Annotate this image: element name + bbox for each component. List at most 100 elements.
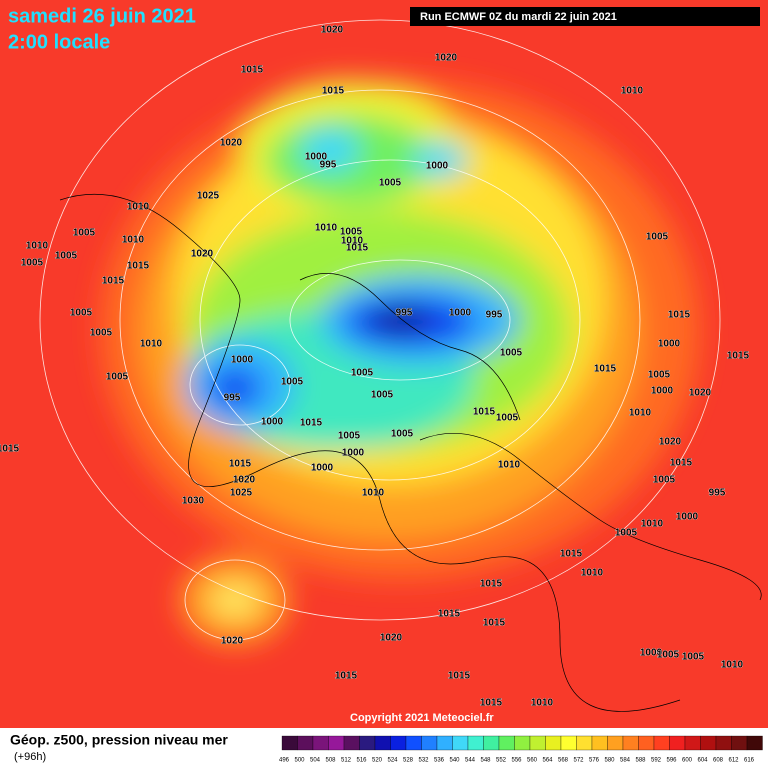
isobar-label: 995: [396, 308, 413, 319]
colorbar-swatch: [421, 735, 438, 751]
isobar-label: 1010: [341, 236, 364, 247]
isobar-label: 1000: [449, 308, 472, 319]
isobar-label: 1010: [721, 660, 744, 671]
isobar-label: 1000: [658, 339, 681, 350]
colorbar-label: 608: [713, 758, 724, 764]
colorbar-label: 532: [418, 758, 429, 764]
isobar-label: 1015: [480, 698, 503, 709]
isobar-label: 1000: [231, 355, 254, 366]
colorbar-swatch: [390, 735, 407, 751]
isobar-label: 1005: [648, 370, 671, 381]
colorbar-swatch: [684, 735, 701, 751]
colorbar-label: 588: [635, 758, 646, 764]
isobar-label: 1010: [127, 202, 150, 213]
isobar-label: 1005: [281, 377, 304, 388]
colorbar-label: 500: [294, 758, 305, 764]
colorbar-label: 572: [573, 758, 584, 764]
isobar-label: 1010: [629, 408, 652, 419]
isobar-label: 1000: [305, 152, 328, 163]
isobar-label: 1015: [668, 310, 691, 321]
isobar-label: 1020: [220, 138, 243, 149]
isobar-label: 1015: [335, 671, 358, 682]
time: 2:00 locale: [8, 31, 110, 53]
isobar-label: 1005: [657, 650, 680, 661]
isobar-label: 995: [320, 160, 337, 171]
colorbar-swatch: [545, 735, 562, 751]
colorbar-label: 560: [527, 758, 538, 764]
isobar-label: 1015: [594, 364, 617, 375]
colorbar-label: 496: [279, 758, 290, 764]
colorbar-swatch: [483, 735, 500, 751]
isobar-label: 1015: [0, 444, 20, 455]
colorbar-label: 616: [744, 758, 755, 764]
isobar-label: 995: [709, 488, 726, 499]
isobar-label: 1000: [676, 512, 699, 523]
isobar-label: 1025: [197, 191, 220, 202]
colorbar-label: 520: [372, 758, 383, 764]
colorbar-swatch: [436, 735, 453, 751]
isobar-label: 1005: [682, 652, 705, 663]
isobar-label: 1020: [435, 53, 458, 64]
isobar-label: 1020: [191, 249, 214, 260]
isobar-label: 1005: [391, 429, 414, 440]
colorbar-label: 564: [542, 758, 553, 764]
isobar-label: 1020: [689, 388, 712, 399]
isobar-label: 1005: [338, 431, 361, 442]
colorbar-swatch: [405, 735, 422, 751]
isobar-label: 1020: [659, 437, 682, 448]
colorbar-swatch: [498, 735, 515, 751]
isobar-label: 1015: [241, 65, 264, 76]
colorbar-swatch: [622, 735, 639, 751]
isobar-label: 995: [486, 310, 503, 321]
isobar-label: 1010: [362, 488, 385, 499]
isobar-label: 1015: [127, 261, 150, 272]
colorbar-label: 580: [604, 758, 615, 764]
isobar-label: 1005: [106, 372, 129, 383]
footer-title: Géop. z500, pression niveau mer: [10, 732, 228, 748]
isobar-label: 1005: [340, 227, 363, 238]
isobar-label: 1010: [581, 568, 604, 579]
isobar-label: 1005: [653, 475, 676, 486]
colorbar-swatch: [328, 735, 345, 751]
isobar-label: 1010: [641, 519, 664, 530]
isobar-label: 1015: [102, 276, 125, 287]
isobar-label: 1010: [315, 223, 338, 234]
isobar-label: 1005: [55, 251, 78, 262]
colorbar-swatch: [607, 735, 624, 751]
isobar-label: 1010: [621, 86, 644, 97]
isobar-label: 1005: [70, 308, 93, 319]
isobar-label: 1020: [321, 25, 344, 36]
isobar-label: 1015: [473, 407, 496, 418]
colorbar-label: 508: [325, 758, 336, 764]
isobar-label: 1010: [531, 698, 554, 709]
colorbar-label: 576: [589, 758, 600, 764]
colorbar-swatch: [576, 735, 593, 751]
colorbar-label: 524: [387, 758, 398, 764]
isobar-label: 1020: [233, 475, 256, 486]
isobar-label: 1010: [140, 339, 163, 350]
isobar-label: 1000: [261, 417, 284, 428]
isobar-label: 1000: [311, 463, 334, 474]
isobar-label: 1015: [670, 458, 693, 469]
colorbar-label: 584: [620, 758, 631, 764]
isobar-label: 1015: [438, 609, 461, 620]
colorbar-swatch: [359, 735, 376, 751]
isobar-label: 1015: [727, 351, 750, 362]
isobar-label: 1000: [426, 161, 449, 172]
run-info: Run ECMWF 0Z du mardi 22 juin 2021: [420, 11, 617, 23]
footer-subtitle: (+96h): [14, 751, 46, 763]
colorbar-swatch: [653, 735, 670, 751]
field: [0, 0, 768, 728]
colorbar-label: 516: [356, 758, 367, 764]
colorbar-label: 556: [511, 758, 522, 764]
colorbar-label: 540: [449, 758, 460, 764]
colorbar-label: 596: [666, 758, 677, 764]
isobar-label: 1000: [342, 448, 365, 459]
isobar-label: 1005: [496, 413, 519, 424]
colorbar-swatch: [281, 735, 298, 751]
isobar-label: 1005: [615, 528, 638, 539]
colorbar-label: 528: [403, 758, 414, 764]
colorbar-swatch: [343, 735, 360, 751]
